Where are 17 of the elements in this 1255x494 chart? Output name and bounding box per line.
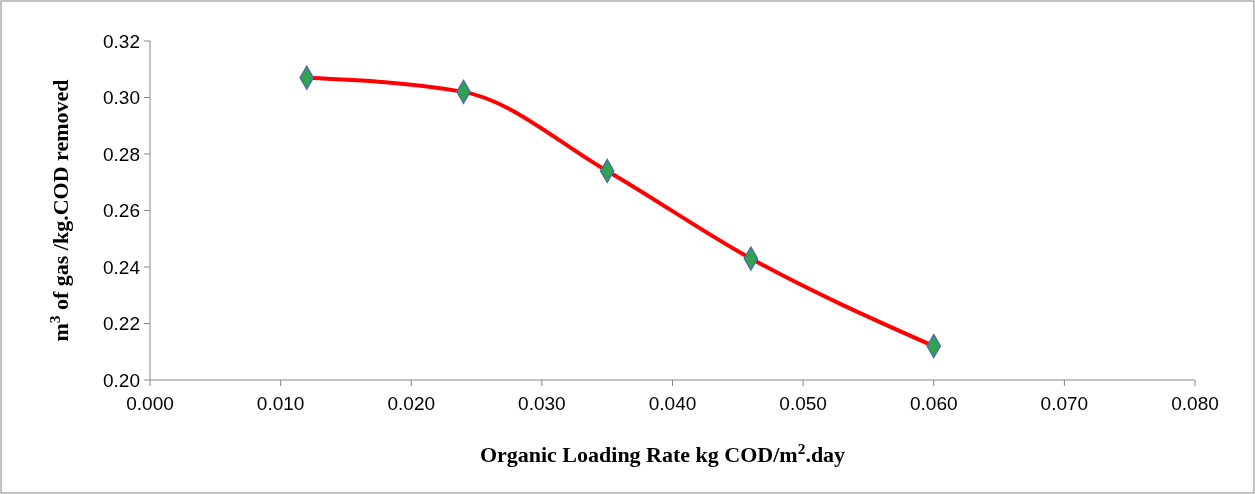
x-axis-title: Organic Loading Rate kg COD/m$^{2}$.day bbox=[479, 439, 846, 467]
x-tick-label: 0.040 bbox=[648, 393, 697, 414]
y-tick-label: 0.24 bbox=[103, 256, 141, 278]
x-tick-label: 0.020 bbox=[387, 393, 436, 414]
x-tick-label: 0.010 bbox=[256, 393, 305, 414]
x-tick-label: 0.060 bbox=[909, 393, 958, 414]
x-tick-label: 0.080 bbox=[1171, 393, 1219, 414]
y-tick-label: 0.30 bbox=[103, 87, 140, 109]
x-tick-label: 0.000 bbox=[126, 393, 174, 414]
y-tick-label: 0.32 bbox=[103, 30, 140, 52]
x-tick-label: 0.070 bbox=[1040, 393, 1089, 414]
x-tick-label: 0.030 bbox=[518, 393, 566, 414]
y-tick-label: 0.26 bbox=[103, 200, 140, 222]
y-tick-label: 0.20 bbox=[103, 369, 140, 391]
y-tick-label: 0.22 bbox=[103, 313, 140, 335]
y-tick-label: 0.28 bbox=[103, 143, 140, 165]
x-tick-label: 0.050 bbox=[779, 393, 827, 414]
